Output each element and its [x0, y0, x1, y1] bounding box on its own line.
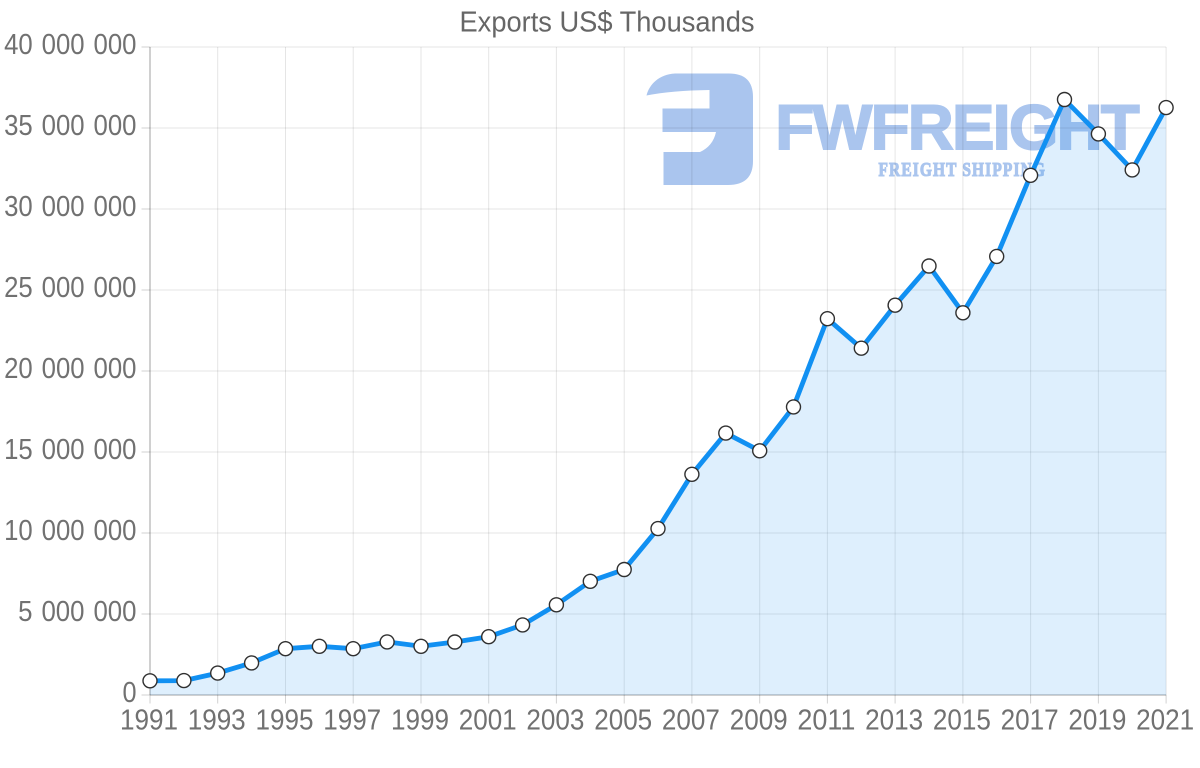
svg-text:2003: 2003 [526, 705, 584, 737]
svg-text:2017: 2017 [1001, 705, 1059, 737]
svg-text:5 000 000: 5 000 000 [18, 596, 136, 628]
svg-text:2009: 2009 [730, 705, 788, 737]
svg-text:10 000 000: 10 000 000 [4, 515, 136, 547]
svg-text:2001: 2001 [459, 705, 517, 737]
svg-text:1999: 1999 [391, 705, 449, 737]
svg-text:15 000 000: 15 000 000 [4, 434, 136, 466]
svg-text:1997: 1997 [323, 705, 381, 737]
svg-text:2019: 2019 [1068, 705, 1126, 737]
svg-text:2007: 2007 [662, 705, 720, 737]
svg-text:20 000 000: 20 000 000 [4, 353, 136, 385]
svg-text:0: 0 [122, 677, 136, 709]
svg-text:2013: 2013 [865, 705, 923, 737]
svg-text:1991: 1991 [120, 705, 178, 737]
svg-text:2011: 2011 [797, 705, 855, 737]
svg-text:25 000 000: 25 000 000 [4, 272, 136, 304]
svg-text:40 000 000: 40 000 000 [4, 29, 136, 61]
svg-text:30 000 000: 30 000 000 [4, 191, 136, 223]
svg-text:35 000 000: 35 000 000 [4, 110, 136, 142]
svg-text:2015: 2015 [933, 705, 991, 737]
svg-text:1995: 1995 [256, 705, 314, 737]
svg-text:FREIGHT SHIPPING: FREIGHT SHIPPING [879, 159, 1047, 181]
svg-text:1993: 1993 [188, 705, 246, 737]
svg-text:2021: 2021 [1136, 705, 1194, 737]
svg-text:Exports US$ Thousands: Exports US$ Thousands [460, 7, 755, 39]
svg-text:FWFREIGHT: FWFREIGHT [776, 93, 1140, 163]
svg-text:2005: 2005 [594, 705, 652, 737]
